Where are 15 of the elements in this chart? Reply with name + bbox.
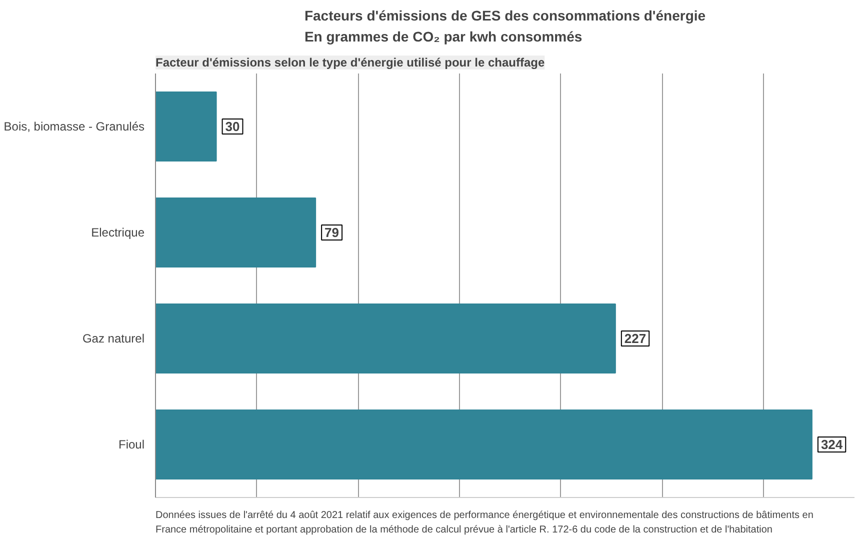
text: Données issues de l'arrêté du 4 août 2021 relatif aux exigences de performance énergétique et environnementale des constructions de bâtiments en France métropolitaine et portant approbation de la méthode de calcul prévue à l'article R. 172-6 du code de la construction et de l'habitation	[156, 510, 814, 536]
chart-title: Facteurs d'émissions de GES des consommations d'énergie En grammes de CO₂ par kwh consommés	[304, 8, 706, 44]
bar	[156, 304, 616, 374]
y-tick-label: Gaz naturel	[82, 332, 145, 346]
y-tick-label: Bois, biomasse - Granulés	[4, 120, 145, 134]
data-label: 79	[324, 225, 340, 240]
data-label: 227	[624, 331, 646, 346]
y-tick-label: Electrique	[91, 226, 145, 240]
chart-subtitle: Facteur d'émissions selon le type d'énergie utilisé pour le chauffage	[156, 56, 545, 70]
y-tick-label: Fioul	[118, 438, 145, 452]
bar	[156, 198, 316, 268]
data-label: 30	[225, 119, 240, 134]
bar	[156, 92, 217, 162]
bar	[156, 410, 812, 480]
data-label: 324	[820, 437, 844, 452]
